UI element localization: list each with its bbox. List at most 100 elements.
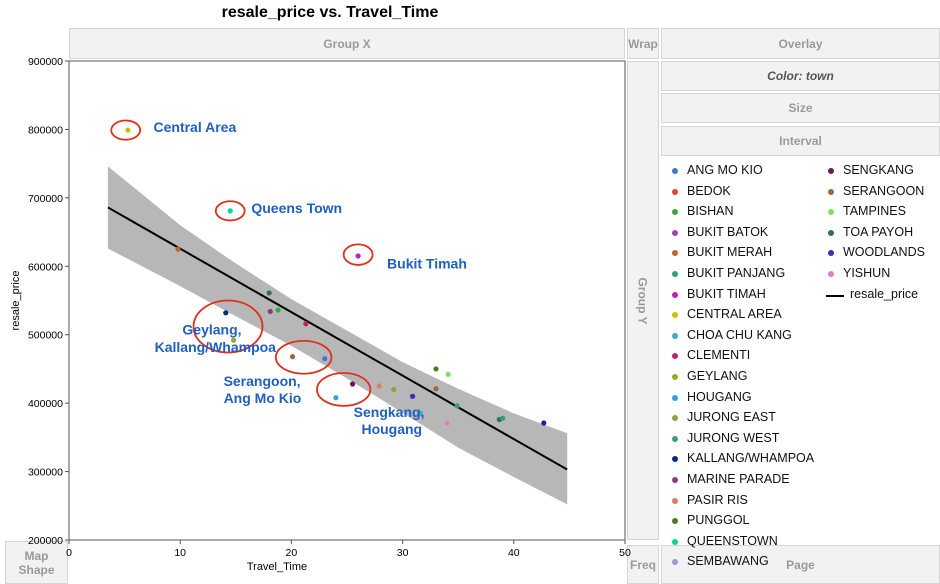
legend-label-17[interactable]: PUNGGOL <box>687 513 750 528</box>
legend-marker-3 <box>672 229 678 236</box>
annotation-1: Queens Town <box>251 200 342 216</box>
interval-label: Interval <box>779 134 822 148</box>
legend-marker-16 <box>672 497 678 504</box>
legend-label-3[interactable]: BUKIT BATOK <box>687 224 769 239</box>
data-point-4 <box>266 290 272 296</box>
legend-marker-6 <box>672 291 678 298</box>
legend-marker-13 <box>672 435 678 442</box>
legend-label-16[interactable]: PASIR RIS <box>687 492 748 507</box>
size-label: Size <box>788 101 813 115</box>
legend-label-7[interactable]: CENTRAL AREA <box>687 307 782 322</box>
legend-marker-14 <box>672 456 678 463</box>
data-point-15 <box>376 383 382 389</box>
size-drop-zone[interactable]: Size <box>661 93 940 123</box>
legend-marker-22 <box>828 209 834 216</box>
data-point-25 <box>541 420 547 426</box>
y-tick-label-2: 400000 <box>28 398 63 410</box>
highlight-ellipse-0 <box>110 119 142 141</box>
y-tick-label-4: 600000 <box>28 261 63 273</box>
annotation-3: Geylang, <box>182 322 241 338</box>
legend-marker-2 <box>672 209 678 216</box>
legend-label-15[interactable]: MARINE PARADE <box>687 472 790 486</box>
x-tick-label-5: 50 <box>619 547 631 559</box>
legend-label-5[interactable]: BUKIT PANJANG <box>687 266 786 280</box>
scatter-plot[interactable]: Central Area Queens Town Bukit Timah Geylan… <box>0 0 660 584</box>
annotation-0: Central Area <box>154 119 237 135</box>
confidence-band <box>107 166 568 505</box>
annotation-5: Serangoon, <box>224 373 301 389</box>
legend-marker-15 <box>672 477 678 483</box>
legend-marker-21 <box>828 188 834 195</box>
highlight-ellipse-1 <box>214 200 246 222</box>
legend-marker-9 <box>672 353 678 360</box>
highlight-ellipse-5 <box>316 372 372 407</box>
data-point-19 <box>333 395 339 401</box>
data-point-17 <box>433 386 439 392</box>
data-point-3 <box>355 253 361 259</box>
legend-marker-19 <box>672 559 678 566</box>
legend-label-6[interactable]: BUKIT TIMAH <box>687 286 766 301</box>
legend-label-1[interactable]: BEDOK <box>687 183 731 198</box>
legend-label-2[interactable]: BISHAN <box>687 204 734 219</box>
data-point-10 <box>289 354 296 360</box>
x-tick-label-3: 30 <box>397 547 409 559</box>
x-tick-label-1: 10 <box>174 547 186 559</box>
y-tick-label-3: 500000 <box>28 330 63 342</box>
highlight-ellipse-3 <box>192 299 264 354</box>
legend-label-9[interactable]: CLEMENTI <box>687 348 751 363</box>
legend-label-23[interactable]: TOA PAYOH <box>843 224 914 239</box>
page-drop-zone[interactable]: Page <box>661 545 940 584</box>
legend-label-19[interactable]: SEMBAWANG <box>687 554 769 569</box>
legend-label-21[interactable]: SERANGOON <box>843 183 925 198</box>
legend-label-24[interactable]: WOODLANDS <box>843 245 925 260</box>
overlay-drop-zone[interactable]: Overlay <box>661 28 940 59</box>
legend-marker-11 <box>672 394 678 401</box>
legend-marker-4 <box>672 250 678 257</box>
freq-drop-zone[interactable]: Freq <box>627 545 659 584</box>
legend-label-26[interactable]: resale_price <box>850 286 919 301</box>
data-point-1 <box>227 208 233 214</box>
annotation-7: Sengkang, <box>354 404 425 420</box>
legend-marker-17 <box>672 518 678 525</box>
legend-label-14[interactable]: KALLANG/WHAMPOA <box>687 451 815 466</box>
x-tick-label-2: 20 <box>286 547 298 559</box>
shape-label: Shape <box>18 562 55 577</box>
data-point-13 <box>433 366 439 372</box>
group-y-drop-zone[interactable]: Group Y <box>627 61 659 540</box>
data-point-11 <box>322 356 328 362</box>
legend-label-4[interactable]: BUKIT MERAH <box>687 245 773 260</box>
interval-drop-zone[interactable]: Interval <box>661 126 940 156</box>
y-tick-label-1: 300000 <box>28 467 63 479</box>
map-label: Map <box>24 548 49 563</box>
legend-marker-12 <box>672 415 678 422</box>
legend-label-12[interactable]: JURONG EAST <box>687 410 776 425</box>
y-tick-label-6: 800000 <box>28 124 63 136</box>
legend-marker-24 <box>828 250 834 257</box>
legend-marker-0 <box>672 168 678 174</box>
wrap-drop-zone[interactable]: Wrap <box>627 28 659 59</box>
legend-label-11[interactable]: HOUGANG <box>687 389 752 404</box>
x-tick-label-0: 0 <box>66 547 72 559</box>
color-drop-zone[interactable]: Color: town <box>661 61 940 91</box>
annotation-8: Hougang <box>361 421 422 437</box>
legend-label-22[interactable]: TAMPINES <box>843 204 906 219</box>
highlight-ellipse-4 <box>274 339 333 375</box>
legend-marker-8 <box>672 332 678 339</box>
legend-marker-1 <box>672 188 678 195</box>
legend-label-13[interactable]: JURONG WEST <box>687 430 780 445</box>
data-point-5 <box>275 307 281 313</box>
legend-label-25[interactable]: YISHUN <box>843 266 891 280</box>
data-point-0 <box>125 127 131 133</box>
data-point-14 <box>349 381 356 387</box>
legend-label-10[interactable]: GEYLANG <box>687 369 748 383</box>
overlay-label: Overlay <box>778 36 823 51</box>
legend-marker-7 <box>672 312 678 319</box>
legend-label-18[interactable]: QUEENSTOWN <box>687 533 778 548</box>
annotation-6: Ang Mo Kio <box>224 390 302 406</box>
legend-label-20[interactable]: SENGKANG <box>843 163 914 177</box>
chart-title: resale_price vs. Travel_Time <box>221 4 439 21</box>
freq-label: Freq <box>629 557 656 572</box>
group-x-drop-zone[interactable]: Group X <box>69 28 625 59</box>
legend-label-0[interactable]: ANG MO KIO <box>687 163 763 177</box>
legend-label-8[interactable]: CHOA CHU KANG <box>687 327 792 342</box>
